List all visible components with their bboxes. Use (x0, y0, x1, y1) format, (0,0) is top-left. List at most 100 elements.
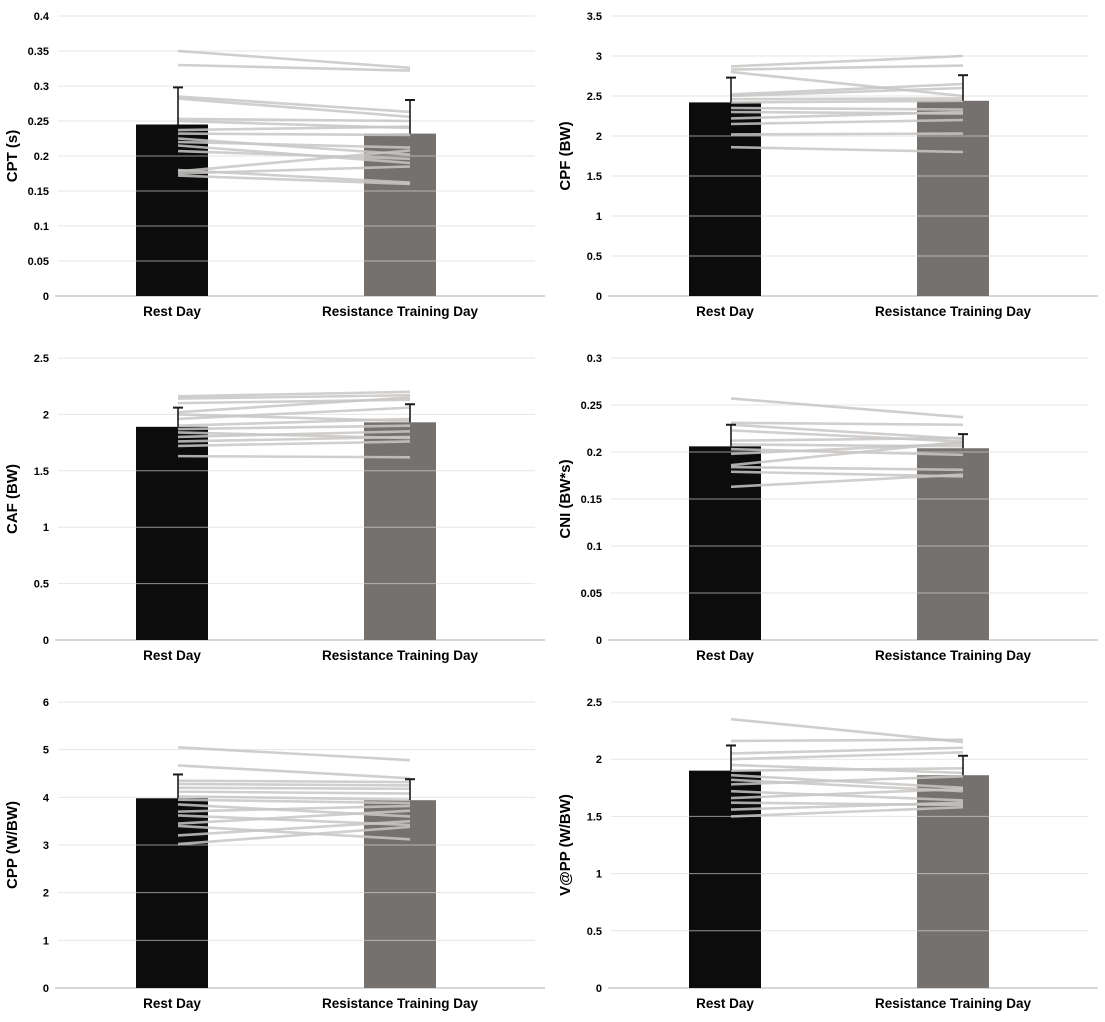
y-tick-label: 0.5 (34, 579, 49, 591)
error-bar-resistance-training-day (958, 433, 968, 449)
participant-line (177, 809, 411, 825)
y-tick-label: 0.1 (587, 541, 602, 553)
y-tick-label: 6 (43, 697, 49, 709)
panel-cni: 0 0.05 0.1 0.15 0.2 0.25 0.3 CNI (BW*s) Rest Day… (553, 340, 1105, 680)
error-bar-rest-day (726, 423, 736, 447)
x-category-label: Rest Day (143, 996, 201, 1011)
participant-line (177, 779, 411, 784)
bar-resistance-training-day (364, 800, 436, 988)
participant-line (177, 406, 411, 421)
y-tick-label: 2.5 (587, 697, 602, 709)
bar-resistance-training-day (364, 422, 436, 640)
y-tick-label: 1 (43, 935, 49, 947)
y-tick-label: 0.35 (28, 46, 49, 58)
participant-line (177, 764, 411, 780)
participant-line (177, 140, 411, 149)
y-tick-label: 1 (596, 211, 602, 223)
participant-line (177, 63, 411, 72)
bar-rest-day (689, 446, 761, 640)
participant-line (730, 421, 964, 427)
y-tick-label: 0.3 (587, 353, 602, 365)
chart-vpp: 0 0.5 1 1.5 2 2.5 V@PP (W/BW) Rest Day Resistanc… (557, 697, 1098, 1011)
y-axis-title: V@PP (W/BW) (557, 794, 574, 896)
participant-line (730, 145, 964, 154)
participant-line (177, 795, 411, 802)
participant-line (177, 165, 411, 175)
y-tick-label: 3 (596, 51, 602, 63)
y-tick-label: 0.2 (587, 447, 602, 459)
participant-line (177, 97, 411, 119)
y-tick-label: 3 (43, 840, 49, 852)
participant-line (177, 174, 411, 186)
y-tick-label: 0 (596, 983, 602, 995)
participant-line (730, 64, 964, 71)
y-axis-title: CPT (s) (4, 130, 21, 183)
panel-cpf: 0 0.5 1 1.5 2 2.5 3 3.5 CPF (BW) Rest Day Resistan… (553, 0, 1105, 340)
panel-caf: 0 0.5 1 1.5 2 2.5 CAF (BW) Rest Day Resistance T… (0, 340, 553, 680)
participant-line (730, 473, 964, 489)
participant-line (177, 396, 411, 414)
participant-line (177, 798, 411, 805)
participant-line (177, 430, 411, 439)
y-tick-label: 0 (596, 291, 602, 303)
participant-line (730, 97, 964, 101)
y-tick-label: 1.5 (587, 171, 602, 183)
chart-caf: 0 0.5 1 1.5 2 2.5 CAF (BW) Rest Day Resistance T… (4, 353, 545, 663)
y-axis-title: CNI (BW*s) (557, 459, 574, 538)
participant-line (730, 99, 964, 104)
y-tick-label: 0.25 (581, 400, 602, 412)
error-bar-rest-day (173, 86, 183, 125)
panel-vpp: 0 0.5 1 1.5 2 2.5 V@PP (W/BW) Rest Day Resistanc… (553, 680, 1105, 1022)
y-tick-label: 4 (43, 792, 50, 804)
x-category-label: Rest Day (143, 648, 201, 663)
y-axis-title: CPF (BW) (557, 121, 574, 190)
x-category-label: Resistance Training Day (875, 996, 1032, 1011)
y-tick-label: 1 (43, 522, 49, 534)
error-bar-resistance-training-day (958, 754, 968, 776)
panel-cpp: 0 1 2 3 4 5 6 CPP (W/BW) Rest Day Resistance Trai… (0, 680, 553, 1022)
y-axis-title: CPP (W/BW) (4, 801, 21, 889)
participant-line (177, 825, 411, 846)
participant-line (730, 801, 964, 811)
chart-cpp: 0 1 2 3 4 5 6 CPP (W/BW) Rest Day Resistance Trai… (4, 697, 545, 1011)
y-tick-label: 5 (43, 745, 49, 757)
y-tick-label: 1.5 (34, 466, 49, 478)
chart-cpt: 0 0.05 0.1 0.15 0.2 0.25 0.3 0.35 0.4 CPT (s) Rest… (4, 11, 545, 319)
y-tick-label: 2 (43, 888, 49, 900)
x-category-label: Resistance Training Day (322, 304, 479, 319)
participant-line (730, 447, 964, 457)
panel-cpt: 0 0.05 0.1 0.15 0.2 0.25 0.3 0.35 0.4 CPT (s) Rest… (0, 0, 553, 340)
y-tick-label: 2 (596, 754, 602, 766)
y-tick-label: 0 (43, 291, 49, 303)
error-bar-resistance-training-day (405, 778, 415, 801)
participant-line (177, 745, 411, 762)
bar-resistance-training-day (917, 775, 989, 988)
y-tick-label: 0.5 (587, 251, 602, 263)
bar-rest-day (689, 102, 761, 297)
y-tick-label: 1 (596, 869, 602, 881)
participant-line (730, 397, 964, 419)
y-tick-label: 3.5 (587, 11, 602, 23)
participant-line (177, 137, 411, 156)
x-category-label: Resistance Training Day (322, 648, 479, 663)
error-bar-rest-day (726, 744, 736, 771)
participant-line (177, 390, 411, 398)
x-category-label: Rest Day (696, 304, 754, 319)
participant-line (730, 738, 964, 743)
participant-line (177, 132, 411, 137)
chart-cni: 0 0.05 0.1 0.15 0.2 0.25 0.3 CNI (BW*s) Rest Day… (557, 353, 1098, 663)
participant-line (730, 70, 964, 98)
participant-line (730, 423, 964, 441)
x-category-label: Rest Day (143, 304, 201, 319)
participant-line (730, 118, 964, 126)
y-tick-label: 0.1 (34, 221, 49, 233)
participant-line (730, 767, 964, 772)
y-tick-label: 0.15 (28, 186, 49, 198)
y-tick-label: 0 (596, 635, 602, 647)
y-tick-label: 0.05 (581, 588, 602, 600)
participant-line (730, 82, 964, 96)
x-category-label: Rest Day (696, 996, 754, 1011)
y-tick-label: 0 (43, 983, 49, 995)
participant-line (177, 393, 411, 400)
participant-line (177, 790, 411, 795)
